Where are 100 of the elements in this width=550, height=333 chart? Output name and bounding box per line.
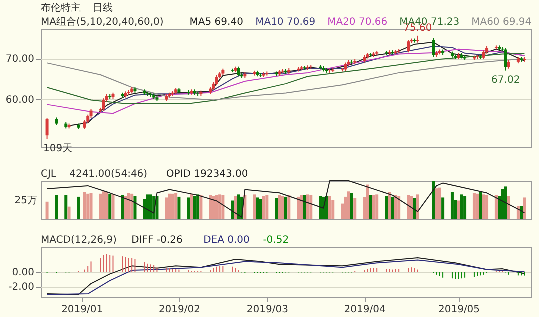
bar — [332, 200, 335, 219]
bar — [479, 192, 482, 219]
bar — [303, 195, 306, 219]
bar — [149, 194, 152, 219]
bar — [121, 195, 124, 219]
bar — [508, 196, 511, 219]
bar — [486, 195, 489, 219]
bar — [281, 196, 284, 219]
bar — [90, 193, 93, 219]
bar — [464, 196, 467, 219]
bar — [472, 193, 476, 219]
legend-title: MA组合(5,10,20,40,60,0) — [41, 16, 164, 28]
bar — [432, 181, 436, 219]
text: MA10 70.69 — [256, 17, 316, 28]
bar — [325, 196, 328, 219]
bar — [350, 193, 354, 219]
bar — [504, 186, 508, 219]
chart-subtitle: 日线 — [93, 2, 113, 14]
bar — [253, 194, 256, 219]
bar — [442, 198, 445, 219]
bar — [460, 194, 464, 219]
bar — [391, 196, 394, 219]
bar — [476, 194, 480, 219]
bar — [187, 198, 190, 219]
bar — [300, 195, 304, 219]
bar — [127, 193, 130, 219]
bar — [347, 192, 350, 219]
candlestick — [215, 74, 218, 86]
chart-title: 布伦特主 — [41, 2, 81, 14]
bar — [284, 196, 288, 219]
annotation: 75.60 — [404, 22, 432, 34]
bar — [178, 196, 181, 219]
bar — [146, 194, 150, 219]
x-tick-label: 2019/02 — [158, 304, 200, 316]
y-tick-label: 0.00 — [12, 268, 34, 278]
bar — [130, 194, 134, 219]
text: MA60 69.94 — [472, 17, 532, 28]
bar — [165, 198, 168, 219]
bar — [297, 196, 300, 219]
bar — [407, 195, 410, 219]
candlestick — [102, 98, 106, 112]
series-label: OPID 192343.00 — [166, 169, 248, 180]
bar — [319, 196, 322, 219]
bar — [482, 194, 486, 219]
bar — [376, 194, 379, 219]
y-axis-title: 25万 — [14, 196, 38, 206]
bar — [171, 194, 174, 219]
bar — [218, 194, 222, 219]
bar — [196, 194, 200, 219]
x-tick-label: 2019/04 — [344, 304, 386, 316]
bar — [366, 184, 370, 219]
bar — [278, 195, 282, 219]
bar — [259, 199, 262, 219]
y-tick-label: -2.00 — [8, 282, 34, 294]
bar — [231, 200, 234, 219]
bar — [83, 192, 86, 219]
bar — [134, 196, 137, 219]
bar — [354, 198, 357, 219]
bar — [222, 195, 225, 219]
candlestick — [46, 118, 49, 140]
bar — [310, 195, 313, 219]
x-axis-title: 109天 — [44, 144, 73, 154]
bar — [108, 194, 112, 219]
bar — [77, 196, 80, 219]
bar — [275, 198, 278, 219]
bar — [102, 192, 106, 219]
bar — [86, 194, 90, 219]
y-tick-label: 70.00 — [6, 54, 34, 66]
bar — [372, 195, 376, 219]
bar — [516, 206, 520, 219]
bar — [112, 194, 115, 219]
x-tick-label: 2019/05 — [438, 304, 480, 316]
bar — [385, 196, 388, 219]
bar — [416, 194, 420, 219]
x-tick-label: 2019/01 — [62, 304, 104, 316]
x-tick-label: 2019/03 — [246, 304, 288, 316]
y-tick-label: 60.00 — [6, 94, 34, 106]
annotation: 67.02 — [492, 74, 520, 86]
candlestick — [504, 48, 508, 72]
bar — [328, 196, 332, 219]
bar — [266, 195, 269, 219]
bar — [494, 195, 498, 219]
bar — [398, 196, 401, 219]
bar — [46, 202, 49, 219]
bar — [288, 195, 291, 219]
text: MA20 70.66 — [328, 17, 388, 28]
bar — [64, 195, 68, 219]
bar — [212, 196, 216, 219]
bar — [394, 195, 398, 219]
bar — [520, 206, 524, 219]
text: DIFF -0.26 — [132, 235, 183, 246]
bar — [457, 200, 460, 219]
bar — [209, 195, 212, 219]
bar — [369, 195, 372, 219]
series-label: DEA 0.00 — [204, 235, 250, 246]
bar — [105, 192, 108, 219]
text: -0.52 — [263, 235, 290, 246]
bar — [306, 194, 310, 219]
bar — [215, 195, 218, 219]
bar — [435, 188, 438, 219]
